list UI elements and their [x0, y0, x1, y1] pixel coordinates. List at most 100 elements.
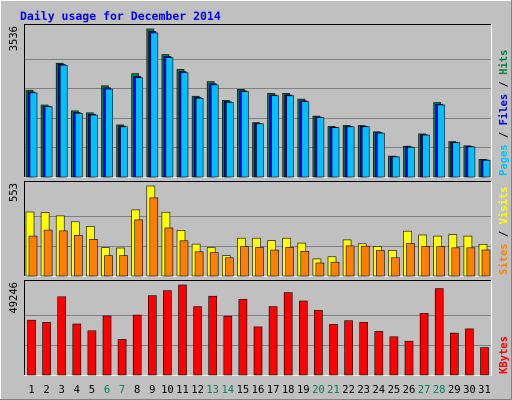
x-tick-label-day-13: 13: [206, 384, 219, 396]
legend-visits: Visits: [498, 186, 510, 224]
bar-sites-day-7: [119, 255, 128, 277]
bar-pages-day-18: [286, 95, 295, 178]
x-tick-label-day-9: 9: [149, 384, 155, 396]
series-legend: Sites / Visits: [498, 186, 510, 275]
bar-pages-day-9: [150, 32, 159, 178]
x-tick-label-day-1: 1: [28, 384, 34, 396]
bar-sites-day-21: [330, 261, 340, 277]
bar-kbytes-day-31: [480, 347, 489, 376]
legend-pages: Pages: [498, 144, 510, 176]
bar-kbytes-day-22: [344, 320, 353, 376]
bar-sites-day-20: [315, 262, 325, 277]
bar-sites-day-18: [285, 247, 295, 277]
series-legend: Pages / Files / Hits: [498, 50, 510, 176]
chart-panel-2: 553 Sites / Visits: [8, 181, 510, 277]
x-tick-label-day-31: 31: [478, 384, 491, 396]
bar-kbytes-day-23: [359, 322, 369, 376]
bar-kbytes-day-25: [389, 336, 399, 376]
bar-pages-day-23: [361, 126, 370, 178]
bar-pages-day-29: [452, 142, 461, 178]
x-tick-label-day-28: 28: [433, 384, 446, 396]
x-tick-label-day-7: 7: [119, 384, 125, 396]
x-tick-label-day-24: 24: [372, 384, 385, 396]
bar-sites-day-14: [225, 257, 234, 277]
x-tick-label-day-19: 19: [297, 384, 310, 396]
x-tick-label-day-3: 3: [59, 384, 65, 396]
bar-sites-day-13: [209, 252, 219, 277]
bar-pages-day-31: [482, 160, 491, 178]
legend-files: Files: [498, 94, 510, 126]
bar-kbytes-day-19: [298, 300, 308, 376]
x-tick-label-day-5: 5: [89, 384, 95, 396]
bar-kbytes-day-28: [434, 288, 444, 376]
bar-sites-day-5: [89, 239, 98, 277]
bar-pages-day-11: [180, 72, 189, 178]
bar-kbytes-day-4: [72, 323, 82, 376]
bar-sites-day-31: [481, 249, 491, 277]
bar-kbytes-day-8: [132, 314, 142, 376]
chart-panel-3: 49246 KBytes: [8, 280, 510, 376]
bar-sites-day-25: [391, 257, 400, 277]
x-tick-label-day-17: 17: [267, 384, 280, 396]
bar-kbytes-day-18: [283, 292, 293, 376]
bar-sites-day-6: [104, 255, 113, 277]
bar-pages-day-8: [135, 77, 143, 178]
bar-pages-day-21: [331, 127, 340, 178]
bar-kbytes-day-17: [268, 306, 278, 376]
bar-kbytes-day-3: [57, 296, 67, 376]
bar-sites-day-15: [240, 246, 249, 277]
bar-sites-day-28: [436, 246, 446, 277]
bar-kbytes-day-13: [208, 295, 217, 376]
bar-pages-day-17: [271, 95, 279, 178]
bar-sites-day-16: [255, 247, 264, 277]
bar-pages-day-7: [120, 126, 128, 178]
bar-pages-day-19: [301, 101, 310, 178]
bar-sites-day-11: [179, 240, 189, 277]
x-tick-label-day-23: 23: [357, 384, 370, 396]
x-tick-label-day-20: 20: [312, 384, 325, 396]
bar-sites-day-1: [28, 235, 38, 277]
legend-separator: /: [498, 125, 510, 144]
bar-pages-day-12: [195, 98, 204, 178]
x-tick-label-day-2: 2: [43, 384, 49, 396]
bar-pages-day-16: [256, 123, 264, 178]
bar-sites-day-30: [466, 247, 476, 277]
bar-pages-day-3: [59, 64, 68, 178]
x-tick-label-day-21: 21: [327, 384, 340, 396]
x-tick-label-day-14: 14: [221, 384, 234, 396]
bar-kbytes-day-7: [117, 339, 127, 376]
bar-pages-day-14: [226, 102, 234, 178]
bar-sites-day-23: [360, 245, 370, 277]
bar-pages-day-1: [29, 92, 38, 178]
bar-pages-day-24: [376, 132, 385, 178]
bar-pages-day-6: [105, 88, 113, 178]
bar-kbytes-day-16: [253, 326, 263, 376]
x-tick-label-day-15: 15: [237, 384, 250, 396]
x-tick-label-day-18: 18: [282, 384, 295, 396]
bar-kbytes-day-2: [42, 322, 51, 376]
bar-kbytes-day-10: [163, 290, 172, 376]
bar-pages-day-22: [346, 126, 355, 178]
bar-kbytes-day-30: [465, 328, 474, 376]
x-tick-label-day-10: 10: [161, 384, 174, 396]
x-tick-label-day-8: 8: [134, 384, 140, 396]
bar-kbytes-day-14: [223, 315, 233, 376]
bar-sites-day-17: [270, 249, 279, 277]
bar-kbytes-day-12: [193, 306, 202, 376]
bar-pages-day-4: [75, 113, 83, 178]
bar-kbytes-day-15: [238, 298, 248, 376]
bars: [27, 284, 489, 376]
bar-sites-day-3: [58, 230, 68, 277]
y-max-label: 49246: [8, 282, 20, 314]
bar-pages-day-30: [467, 146, 476, 178]
bar-kbytes-day-27: [419, 313, 429, 376]
x-tick-label-day-26: 26: [403, 384, 416, 396]
bar-sites-day-9: [149, 197, 159, 277]
y-max-label: 553: [8, 183, 20, 202]
series-legend: KBytes: [498, 336, 510, 374]
bar-sites-day-24: [375, 250, 385, 277]
bar-pages-day-10: [165, 57, 174, 178]
bar-kbytes-day-20: [314, 309, 323, 376]
bar-sites-day-8: [134, 219, 143, 277]
